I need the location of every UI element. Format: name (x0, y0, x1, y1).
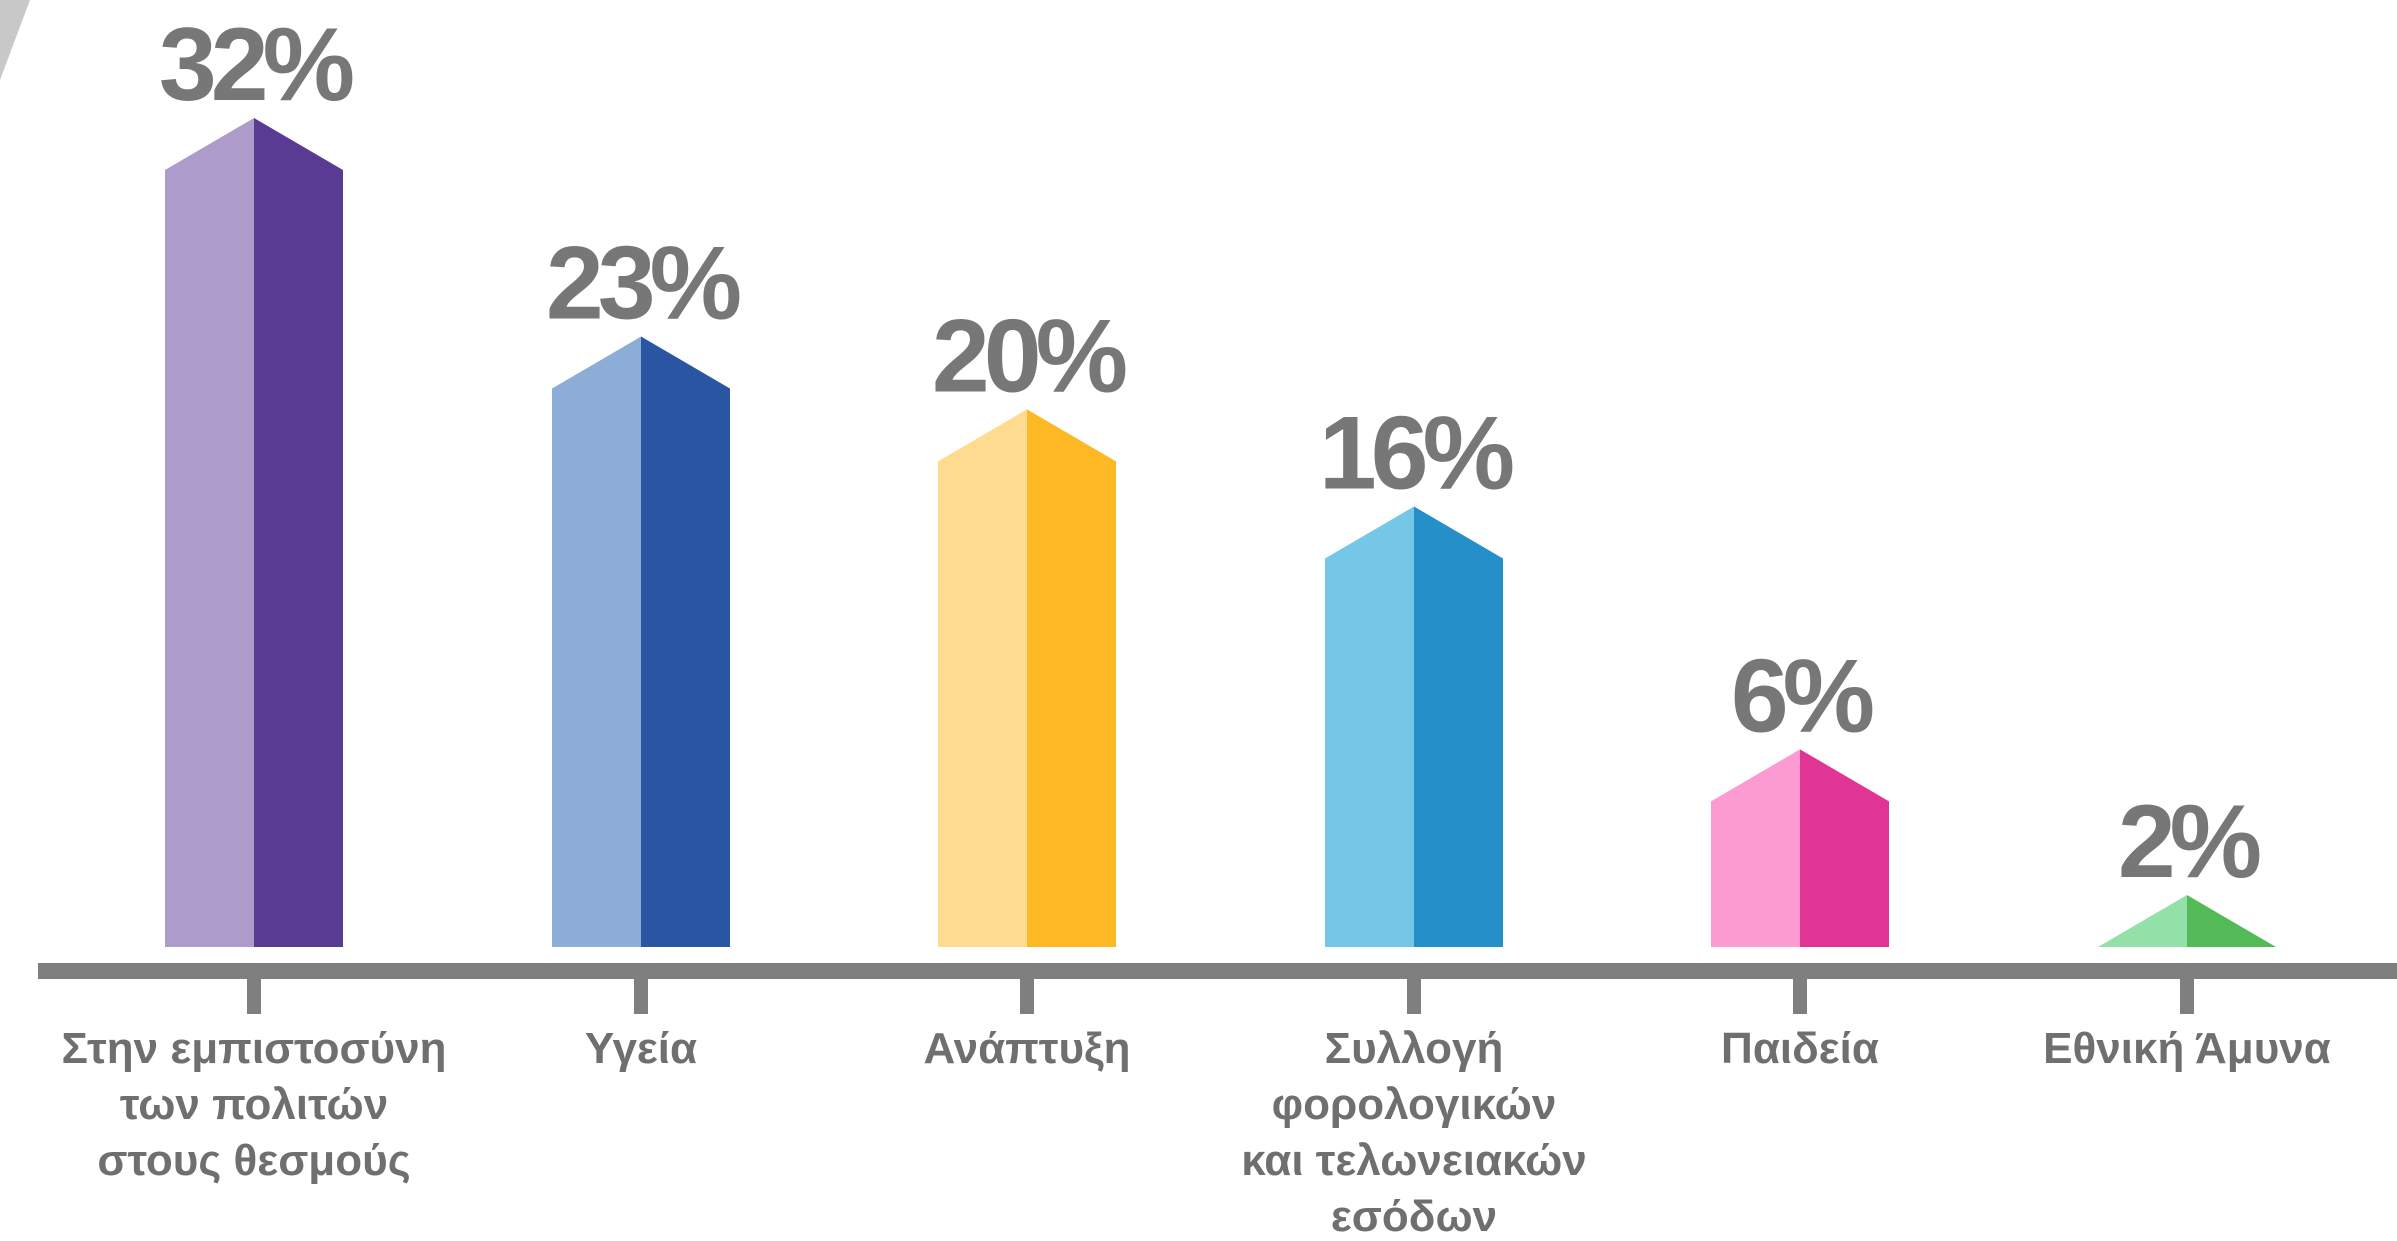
category-label-line: Παιδεία (1721, 1024, 1879, 1073)
x-tick (247, 979, 261, 1014)
bars-group: 32% 23% 20% 16% 6% 2% (159, 7, 2276, 947)
x-tick (634, 979, 648, 1014)
bar-right-face (1027, 409, 1116, 947)
bar-left-face (1325, 506, 1414, 947)
category-label: Ανάπτυξη (923, 1024, 1130, 1073)
x-tick (1407, 979, 1421, 1014)
category-label-line: στους θεσμούς (97, 1136, 410, 1185)
category-label-line: Στην εμπιστοσύνη (61, 1024, 446, 1073)
bar-right-face (2187, 895, 2276, 947)
bar-value-label: 2% (2118, 784, 2260, 900)
bar-right-face (1800, 749, 1889, 947)
bar-value-label: 32% (159, 7, 353, 123)
x-axis-line (38, 963, 2397, 979)
category-label: Υγεία (585, 1024, 697, 1073)
category-label: Συλλογή φορολογικών και τελωνειακών εσόδων (1241, 1024, 1587, 1241)
bar-value-label: 16% (1319, 396, 1513, 512)
bar-value-label: 23% (546, 226, 740, 342)
x-tick (2180, 979, 2194, 1014)
category-label-line: Συλλογή (1325, 1024, 1504, 1073)
bar-left-face (165, 118, 254, 947)
bar-left-face (2098, 895, 2187, 947)
bar-left-face (1711, 749, 1800, 947)
category-label-line: εσόδων (1331, 1192, 1497, 1241)
corner-decoration (0, 0, 30, 80)
x-tick (1793, 979, 1807, 1014)
category-label: Εθνική Άμυνα (2043, 1024, 2331, 1073)
bar-left-face (552, 336, 641, 947)
category-label-line: Εθνική Άμυνα (2043, 1024, 2331, 1073)
bar-right-face (1414, 506, 1503, 947)
category-label-line: των πολιτών (120, 1080, 388, 1129)
bar-right-face (641, 336, 730, 947)
category-label-line: Υγεία (585, 1024, 697, 1073)
category-label: Στην εμπιστοσύνη των πολιτών στους θεσμούς (61, 1024, 446, 1185)
x-tick (1020, 979, 1034, 1014)
bar-right-face (254, 118, 343, 947)
category-label: Παιδεία (1721, 1024, 1879, 1073)
bar-left-face (938, 409, 1027, 947)
tick-group (247, 979, 2194, 1014)
bar-value-label: 6% (1731, 638, 1873, 754)
label-group: Στην εμπιστοσύνη των πολιτών στους θεσμούς… (61, 1024, 2330, 1241)
category-label-line: φορολογικών (1272, 1080, 1557, 1129)
category-label-line: Ανάπτυξη (923, 1024, 1130, 1073)
bar-value-label: 20% (932, 298, 1126, 414)
category-label-line: και τελωνειακών (1241, 1136, 1587, 1185)
